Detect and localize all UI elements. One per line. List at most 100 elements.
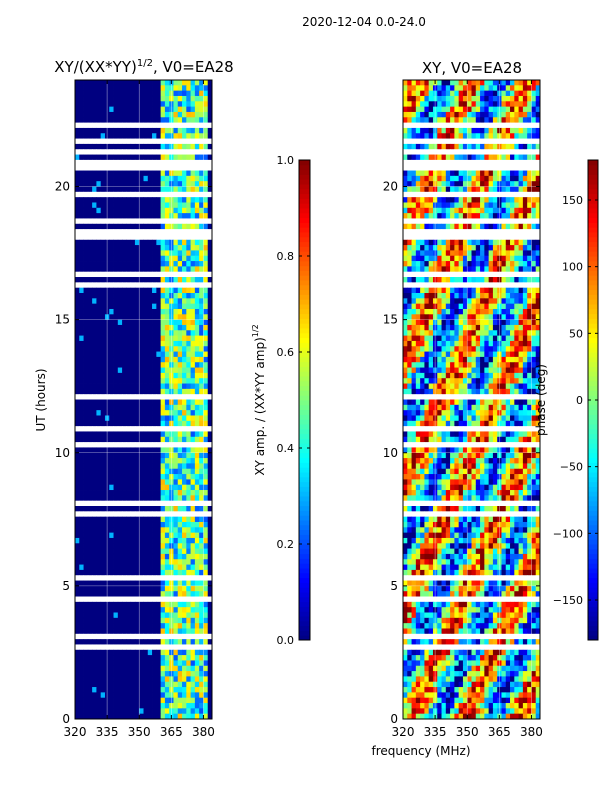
heatmap-cell (79, 548, 84, 555)
heatmap-cell (143, 351, 149, 358)
heatmap-cell (87, 639, 93, 645)
heatmap-cell (454, 170, 460, 177)
amplitude-colorbar-label: XY amp. / (XX*YY amp)1/2 (251, 324, 267, 475)
heatmap-cell (199, 591, 204, 597)
colorbar-segment (299, 563, 310, 569)
heatmap-cell (177, 170, 183, 177)
heatmap-cell (194, 213, 200, 219)
heatmap-cell (156, 133, 162, 139)
heatmap-cell (160, 175, 166, 182)
heatmap-cell (113, 261, 119, 267)
heatmap-cell (203, 266, 209, 273)
heatmap-cell (160, 431, 166, 438)
heatmap-cell (207, 575, 213, 581)
heatmap-cell (92, 532, 97, 539)
heatmap-cell (535, 170, 541, 177)
heatmap-cell (117, 181, 123, 187)
heatmap-cell (92, 628, 97, 635)
heatmap-cell (113, 186, 119, 193)
amplitude-plot-frame (74, 79, 213, 720)
heatmap-cell (96, 186, 102, 193)
heatmap-cell (186, 133, 191, 139)
heatmap-cell (437, 85, 442, 92)
heatmap-cell (428, 133, 434, 139)
heatmap-cell (199, 612, 204, 619)
heatmap-cell (109, 106, 114, 113)
heatmap-cell (177, 90, 183, 97)
heatmap-cell (207, 186, 213, 193)
heatmap-cell (177, 580, 183, 587)
heatmap-cell (134, 607, 140, 613)
heatmap-cell (471, 154, 477, 161)
heatmap-cell (207, 127, 213, 134)
heatmap-cell (458, 207, 464, 214)
heatmap-cell (117, 628, 123, 635)
heatmap-cell (126, 229, 132, 235)
heatmap-cell (113, 665, 119, 672)
heatmap-cell (92, 511, 97, 518)
heatmap-cell (480, 90, 485, 97)
heatmap-cell (152, 197, 157, 203)
heatmap-cell (173, 415, 179, 422)
heatmap-cell (407, 229, 412, 235)
heatmap-cell (113, 255, 119, 262)
heatmap-cell (79, 340, 84, 347)
heatmap-cell (100, 351, 106, 358)
heatmap-cell (194, 431, 200, 438)
heatmap-cell (199, 671, 204, 677)
heatmap-cell (130, 282, 136, 289)
heatmap-cell (126, 521, 132, 528)
heatmap-cell (122, 282, 127, 289)
heatmap-cell (182, 340, 187, 347)
heatmap-cell (424, 133, 430, 139)
heatmap-cell (207, 490, 213, 496)
heatmap-cell (147, 106, 153, 113)
heatmap-cell (501, 229, 507, 235)
heatmap-cell (92, 324, 97, 331)
heatmap-cell (152, 234, 157, 241)
heatmap-cell (522, 202, 528, 209)
heatmap-cell (527, 154, 532, 161)
heatmap-cell (113, 516, 119, 523)
heatmap-cell (79, 703, 84, 709)
heatmap-cell (535, 101, 541, 108)
heatmap-cell (143, 431, 149, 438)
heatmap-cell (207, 372, 213, 379)
heatmap-cell (79, 143, 84, 150)
heatmap-cell (199, 399, 204, 406)
heatmap-cell (522, 197, 528, 203)
heatmap-cell (126, 149, 132, 155)
heatmap-cell (156, 527, 162, 534)
heatmap-cell (199, 330, 204, 336)
heatmap-cell (428, 239, 434, 246)
heatmap-cell (514, 127, 519, 134)
heatmap-cell (100, 490, 106, 496)
heatmap-cell (424, 239, 430, 246)
heatmap-cell (190, 213, 196, 219)
heatmap-cell (199, 442, 204, 448)
heatmap-cell (203, 319, 209, 326)
heatmap-cell (207, 213, 213, 219)
heatmap-cell (134, 671, 140, 677)
colorbar-segment (299, 572, 310, 579)
heatmap-cell (186, 426, 191, 432)
heatmap-cell (139, 681, 144, 688)
heatmap-cell (186, 282, 191, 289)
heatmap-cell (126, 319, 132, 326)
heatmap-cell (117, 138, 123, 145)
heatmap-cell (501, 149, 507, 155)
heatmap-cell (83, 388, 89, 395)
heatmap-cell (164, 351, 170, 358)
heatmap-cell (207, 356, 213, 363)
heatmap-cell (134, 356, 140, 363)
heatmap-cell (527, 106, 532, 113)
heatmap-cell (164, 708, 170, 715)
heatmap-cell (143, 607, 149, 613)
heatmap-cell (186, 484, 191, 491)
heatmap-cell (173, 362, 179, 368)
heatmap-cell (164, 388, 170, 395)
heatmap-cell (92, 202, 97, 209)
heatmap-cell (164, 500, 170, 507)
heatmap-cell (156, 548, 162, 555)
heatmap-cell (199, 372, 204, 379)
